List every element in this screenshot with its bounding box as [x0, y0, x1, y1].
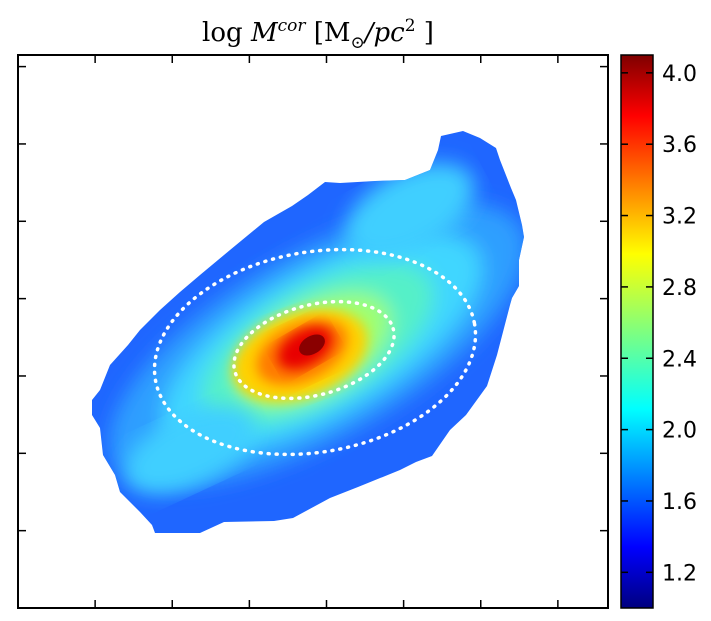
title-units-mid: /pc	[362, 18, 405, 48]
title-units-open: [M	[305, 18, 350, 48]
colorbar-tick-label: 1.6	[662, 490, 697, 515]
core-peak	[299, 334, 325, 356]
chart-title: log Mcor [M⊙/pc2 ]	[202, 16, 434, 53]
outer-ellipse	[152, 247, 478, 457]
upper-lobe	[345, 163, 475, 257]
title-prefix: log	[202, 18, 251, 48]
title-units-sub: ⊙	[350, 33, 364, 53]
title-superscript: cor	[278, 16, 307, 36]
colorbar-tick-label: 3.2	[662, 205, 697, 230]
frame-ticks	[18, 55, 608, 608]
colorbar-tick-label: 2.0	[662, 419, 697, 444]
lower-lobe	[124, 406, 256, 494]
inner-ellipse	[232, 299, 396, 401]
title-units-close: ]	[416, 18, 434, 48]
title-symbol: M	[250, 18, 279, 48]
colorbar-ticks: 1.2 1.6 2.0 2.4 2.8 3.2 3.6 4.0	[621, 62, 697, 586]
title-units-sup: 2	[405, 16, 416, 36]
colorbar-tick-label: 2.4	[662, 347, 697, 372]
colorbar-tick-label: 4.0	[662, 62, 697, 87]
colorbar-tick-label: 1.2	[662, 561, 697, 586]
colorbar-bar	[620, 54, 654, 609]
colorbar-tick-label: 3.6	[662, 133, 697, 158]
colorbar: 1.2 1.6 2.0 2.4 2.8 3.2 3.6 4.0	[620, 54, 697, 609]
colorbar-tick-label: 2.8	[662, 276, 697, 301]
